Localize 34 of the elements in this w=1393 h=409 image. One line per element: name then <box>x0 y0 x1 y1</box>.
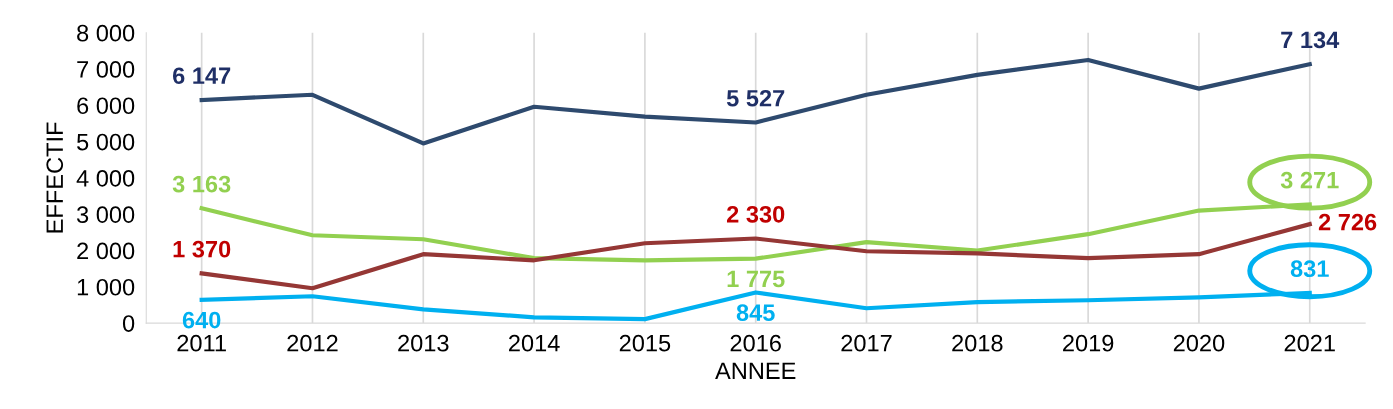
y-tick-label: 6 000 <box>77 97 135 115</box>
y-tick-label: 0 <box>122 315 135 332</box>
y-tick-label: 5 000 <box>77 133 135 151</box>
data-label: 640 <box>182 311 221 329</box>
x-axis-title: ANNEE <box>715 362 796 379</box>
x-tick-label: 2011 <box>177 334 226 352</box>
data-label: 6 147 <box>172 67 231 85</box>
data-label: 5 527 <box>726 89 785 107</box>
data-label: 831 <box>1290 260 1329 278</box>
data-label: 2 726 <box>1318 213 1377 231</box>
x-tick-label: 2017 <box>841 334 892 352</box>
x-tick-label: 2012 <box>287 334 338 352</box>
y-tick-label: 4 000 <box>76 169 135 187</box>
data-label: 1 775 <box>727 270 785 288</box>
data-label: 845 <box>736 304 775 321</box>
data-label: 7 134 <box>1281 31 1340 49</box>
x-tick-label: 2018 <box>952 334 1003 352</box>
y-axis-title: EFFECTIF <box>46 122 64 233</box>
data-label: 3 163 <box>172 175 231 193</box>
x-tick-label: 2015 <box>619 334 671 352</box>
y-tick-label: 1 000 <box>77 278 135 296</box>
x-tick-label: 2014 <box>509 334 560 352</box>
x-tick-label: 2013 <box>398 334 449 352</box>
x-tick-label: 2016 <box>730 334 781 352</box>
y-tick-label: 7 000 <box>77 61 135 78</box>
y-tick-label: 2 000 <box>77 242 135 260</box>
data-label: 3 271 <box>1280 171 1339 189</box>
x-tick-label: 2021 <box>1284 334 1335 352</box>
x-tick-label: 2019 <box>1063 334 1114 352</box>
y-tick-label: 3 000 <box>76 206 135 223</box>
data-label: 1 370 <box>173 240 231 258</box>
y-tick-label: 8 000 <box>77 24 135 42</box>
data-label: 2 330 <box>726 205 785 223</box>
x-tick-label: 2020 <box>1173 334 1225 352</box>
